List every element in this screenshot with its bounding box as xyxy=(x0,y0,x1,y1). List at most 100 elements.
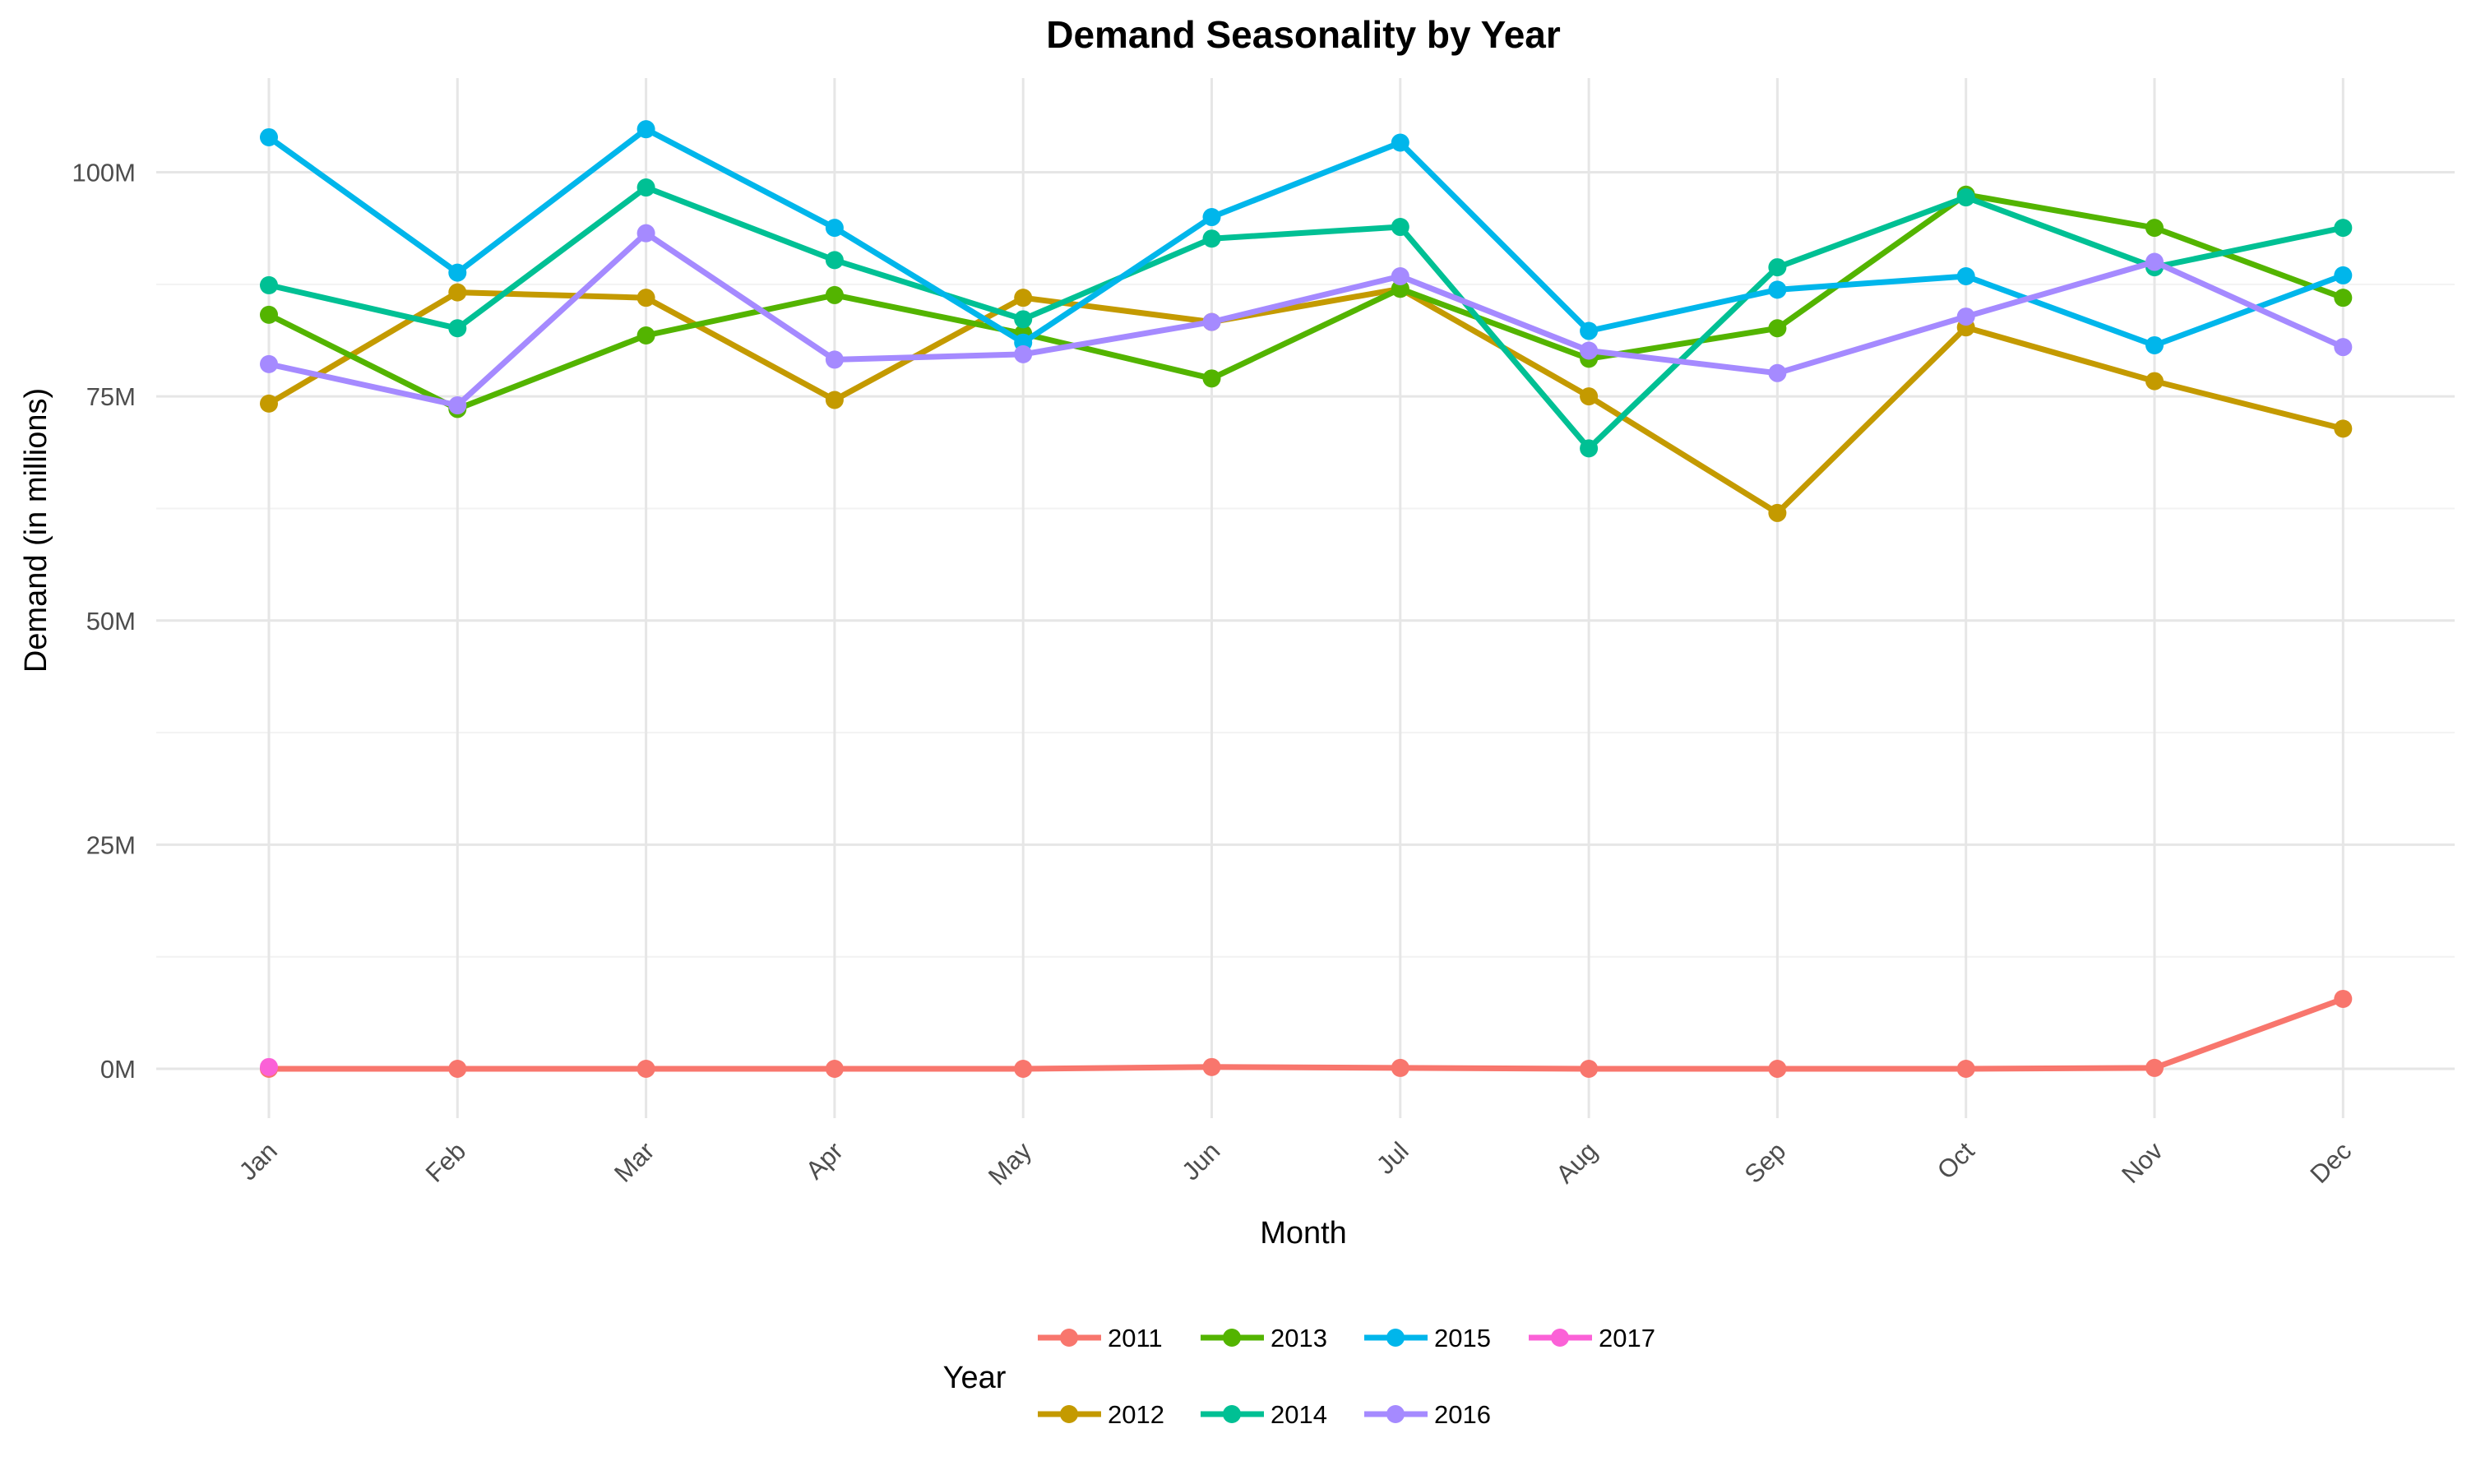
data-point-2012-Apr xyxy=(825,391,844,409)
data-point-2015-Jun xyxy=(1202,208,1221,227)
legend: Year 2011 2012 2013 2014 2015 2016 2017 xyxy=(943,1324,1655,1429)
data-point-2015-Jul xyxy=(1391,133,1409,152)
series-2015 xyxy=(260,120,2353,354)
data-point-2015-Jan xyxy=(260,127,278,146)
legend-item-2017: 2017 xyxy=(1529,1324,1655,1352)
series-2017 xyxy=(260,1057,278,1076)
data-point-2011-Dec xyxy=(2334,989,2353,1008)
x-tick-label: May xyxy=(983,1136,1038,1191)
data-point-2015-Nov xyxy=(2145,335,2164,354)
series-line-2016 xyxy=(268,230,2344,409)
data-point-2013-Jun xyxy=(1202,369,1221,388)
legend-item-2011: 2011 xyxy=(1038,1324,1163,1352)
data-point-2016-Mar xyxy=(636,224,655,243)
y-tick-label: 100M xyxy=(72,159,136,187)
data-point-2014-Jan xyxy=(260,275,278,294)
legend-label: 2015 xyxy=(1434,1324,1491,1352)
data-point-2016-May xyxy=(1014,344,1033,363)
data-point-2015-Dec xyxy=(2334,266,2353,284)
data-point-2014-May xyxy=(1014,310,1033,329)
data-point-2012-Sep xyxy=(1768,503,1787,522)
x-tick-label: Aug xyxy=(1550,1136,1603,1189)
x-axis: Jan Feb Mar Apr May Jun Jul Aug Sep Oct Nov Dec xyxy=(234,1136,2357,1191)
y-tick-label: 0M xyxy=(100,1055,136,1084)
x-tick-label: Jul xyxy=(1371,1136,1414,1180)
x-axis-title: Month xyxy=(1260,1216,1347,1251)
series-2016 xyxy=(260,224,2353,415)
series-2011 xyxy=(260,989,2353,1079)
x-tick-label: Nov xyxy=(2116,1136,2168,1189)
x-tick-label: Mar xyxy=(609,1136,660,1188)
legend-label: 2013 xyxy=(1271,1324,1327,1352)
data-point-2012-Aug xyxy=(1580,387,1599,406)
data-point-2011-May xyxy=(1014,1060,1033,1079)
series-2012 xyxy=(260,280,2353,522)
data-point-2011-Nov xyxy=(2145,1058,2164,1077)
data-point-2014-Apr xyxy=(825,251,844,270)
legend-label: 2011 xyxy=(1108,1324,1163,1352)
legend-label: 2012 xyxy=(1108,1400,1164,1429)
legend-key-point xyxy=(1223,1329,1241,1347)
data-point-2014-Sep xyxy=(1768,258,1787,277)
x-tick-label: Jan xyxy=(234,1136,283,1186)
data-point-2015-Oct xyxy=(1956,267,1975,286)
legend-item-2015: 2015 xyxy=(1364,1324,1491,1352)
legend-key-point xyxy=(1060,1329,1078,1347)
legend-key-point xyxy=(1386,1405,1405,1423)
data-point-2012-Dec xyxy=(2334,419,2353,438)
data-point-2011-Aug xyxy=(1580,1060,1599,1079)
legend-key-point xyxy=(1223,1405,1241,1423)
data-point-2011-Sep xyxy=(1768,1060,1787,1079)
data-point-2013-Apr xyxy=(825,285,844,304)
series-2014 xyxy=(260,178,2353,458)
data-point-2012-Feb xyxy=(448,283,467,302)
x-tick-label: Apr xyxy=(800,1136,849,1185)
legend-item-2016: 2016 xyxy=(1364,1400,1491,1429)
data-point-2016-Jul xyxy=(1391,267,1409,286)
data-point-2013-Dec xyxy=(2334,289,2353,307)
legend-key-point xyxy=(1386,1329,1405,1347)
y-tick-label: 75M xyxy=(86,382,136,411)
data-point-2011-Oct xyxy=(1956,1060,1975,1079)
data-point-2014-Jul xyxy=(1391,218,1409,237)
x-tick-label: Oct xyxy=(1932,1136,1980,1185)
plot-series xyxy=(260,120,2353,1079)
x-tick-label: Dec xyxy=(2305,1136,2358,1189)
data-point-2015-Feb xyxy=(448,263,467,282)
data-point-2015-Apr xyxy=(825,219,844,238)
data-point-2014-Aug xyxy=(1580,439,1599,458)
y-axis: 0M 25M 50M 75M 100M xyxy=(72,159,136,1084)
x-tick-label: Jun xyxy=(1176,1136,1225,1186)
data-point-2013-Sep xyxy=(1768,319,1787,338)
legend-label: 2014 xyxy=(1271,1400,1327,1429)
data-point-2013-Nov xyxy=(2145,219,2164,238)
legend-items: 2011 2012 2013 2014 2015 2016 2017 xyxy=(1038,1324,1655,1429)
data-point-2013-Jan xyxy=(260,305,278,324)
legend-title: Year xyxy=(943,1361,1007,1395)
legend-key-point xyxy=(1060,1405,1078,1423)
x-tick-label: Sep xyxy=(1739,1136,1792,1189)
data-point-2016-Oct xyxy=(1956,307,1975,326)
data-point-2012-Nov xyxy=(2145,372,2164,391)
legend-label: 2016 xyxy=(1434,1400,1491,1429)
legend-item-2012: 2012 xyxy=(1038,1400,1164,1429)
data-point-2011-Apr xyxy=(825,1060,844,1079)
data-point-2011-Mar xyxy=(636,1060,655,1079)
y-tick-label: 25M xyxy=(86,830,136,859)
legend-key-point xyxy=(1551,1329,1569,1347)
data-point-2016-Jun xyxy=(1202,312,1221,331)
data-point-2014-Feb xyxy=(448,319,467,338)
series-line-2015 xyxy=(266,126,2344,349)
series-line-2014 xyxy=(268,184,2344,451)
data-point-2011-Jun xyxy=(1202,1057,1221,1076)
data-point-2014-Dec xyxy=(2334,219,2353,238)
data-point-2015-Aug xyxy=(1580,321,1599,340)
series-line-2012 xyxy=(267,285,2344,516)
data-point-2012-Mar xyxy=(636,289,655,307)
legend-label: 2017 xyxy=(1599,1324,1655,1352)
data-point-2015-Sep xyxy=(1768,280,1787,299)
data-point-2012-Jan xyxy=(260,394,278,413)
data-point-2017-Jan xyxy=(260,1057,278,1076)
